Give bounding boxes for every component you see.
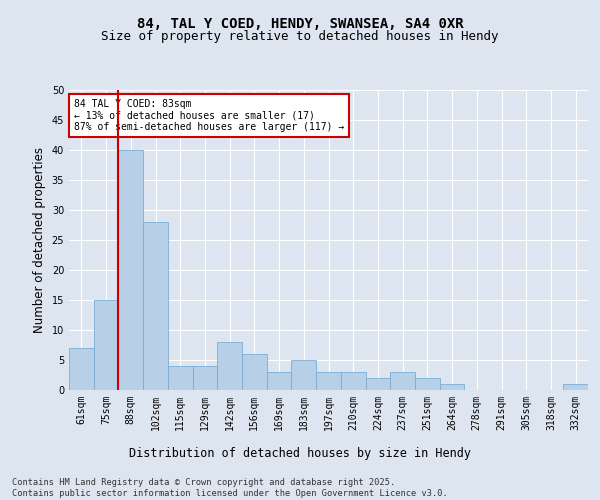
Bar [118,150,143,390]
Text: Contains HM Land Registry data © Crown copyright and database right 2025.
Contai: Contains HM Land Registry data © Crown c… [12,478,448,498]
Y-axis label: Number of detached properties: Number of detached properties [33,147,46,333]
Bar [440,384,464,390]
Text: Size of property relative to detached houses in Hendy: Size of property relative to detached ho… [101,30,499,43]
Text: Distribution of detached houses by size in Hendy: Distribution of detached houses by size … [129,448,471,460]
Bar [242,354,267,390]
Bar [390,372,415,390]
Bar [341,372,365,390]
Bar [365,378,390,390]
Bar [143,222,168,390]
Bar [563,384,588,390]
Text: 84, TAL Y COED, HENDY, SWANSEA, SA4 0XR: 84, TAL Y COED, HENDY, SWANSEA, SA4 0XR [137,18,463,32]
Bar [94,300,118,390]
Bar [292,360,316,390]
Bar [217,342,242,390]
Bar [193,366,217,390]
Bar [316,372,341,390]
Bar [69,348,94,390]
Bar [415,378,440,390]
Bar [267,372,292,390]
Text: 84 TAL Y COED: 83sqm
← 13% of detached houses are smaller (17)
87% of semi-detac: 84 TAL Y COED: 83sqm ← 13% of detached h… [74,99,344,132]
Bar [168,366,193,390]
